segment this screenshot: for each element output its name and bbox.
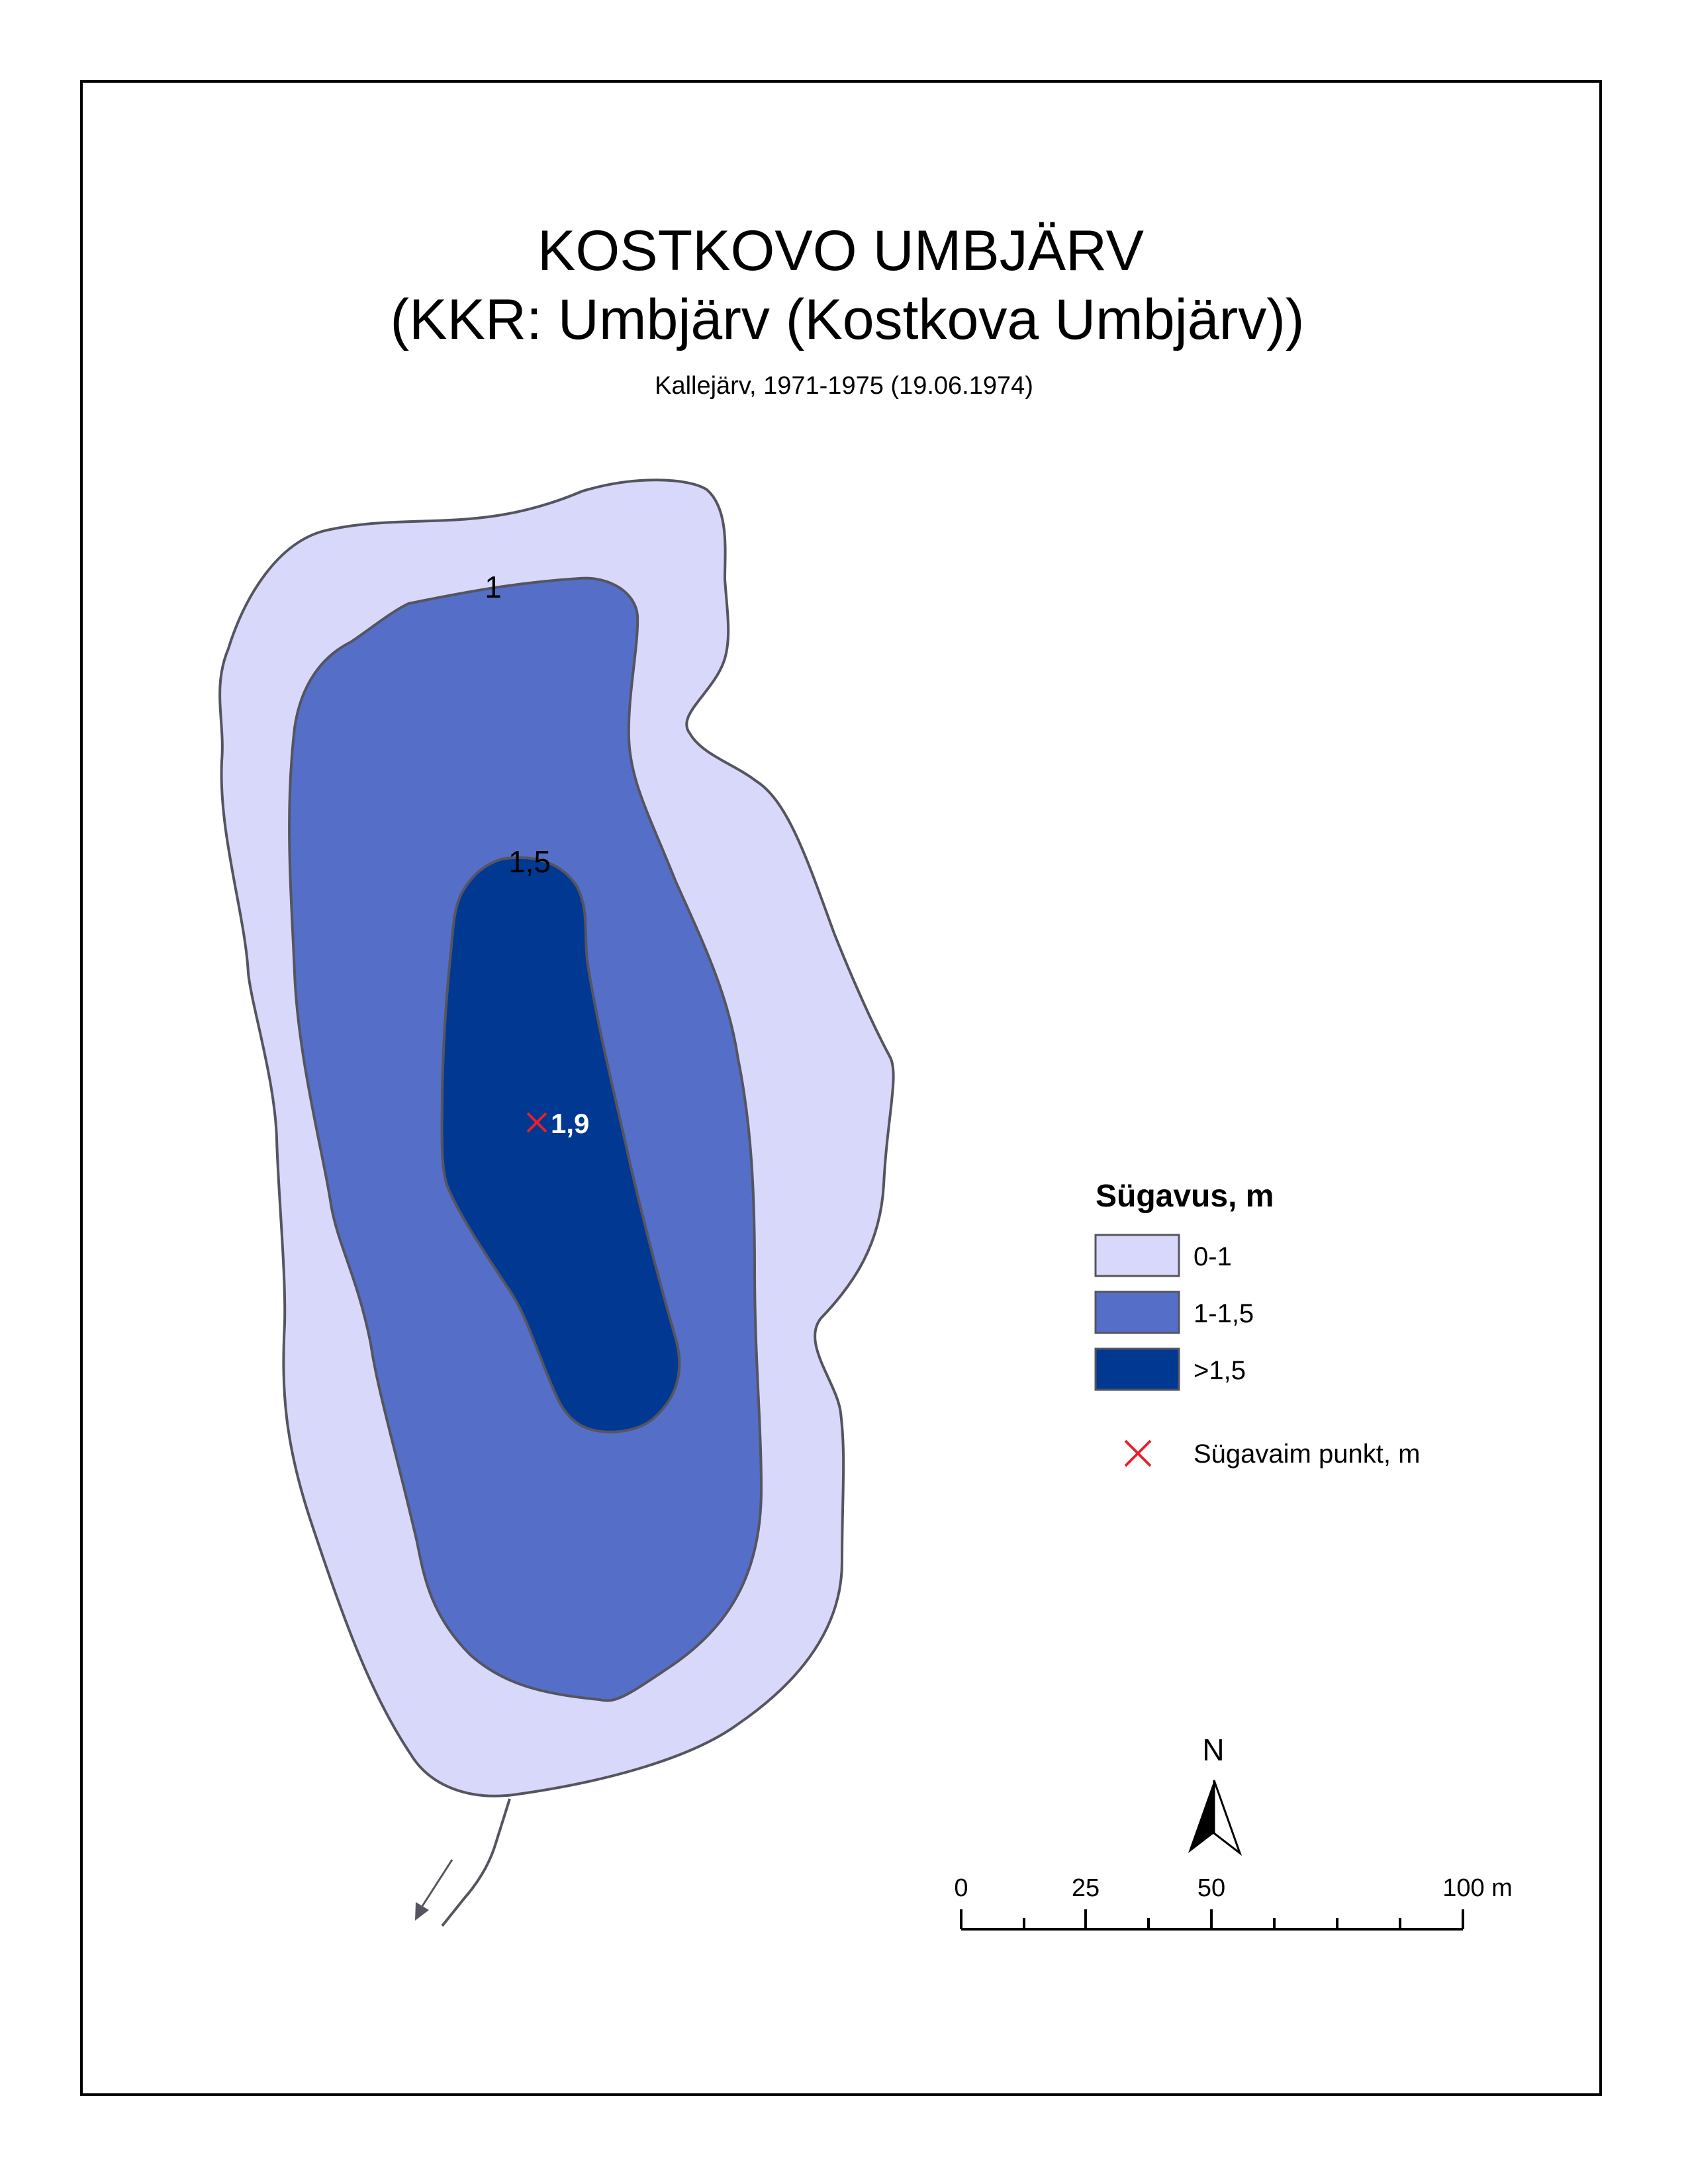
legend-label-1-1-5: 1-1,5 — [1194, 1299, 1254, 1328]
scale-label-25: 25 — [1072, 1874, 1100, 1902]
scale-label-0: 0 — [954, 1874, 968, 1902]
north-arrow: N — [1188, 1733, 1243, 1856]
legend-swatch-1-1-5 — [1094, 1291, 1180, 1334]
legend-swatch-0-1 — [1094, 1234, 1180, 1277]
flow-direction-arrow — [421, 1859, 453, 1907]
map-title: KOSTKOVO UMBJÄRV — [538, 219, 1144, 283]
legend-deepest-marker — [1124, 1439, 1152, 1467]
flow-arrowhead — [415, 1902, 429, 1921]
scale-label-100: 100 m — [1442, 1874, 1513, 1902]
deepest-point-value: 1,9 — [551, 1108, 589, 1139]
legend-swatch-gt-1-5 — [1094, 1347, 1180, 1391]
legend-label-gt-1-5: >1,5 — [1194, 1356, 1246, 1385]
deepest-point-marker — [526, 1112, 547, 1133]
depth-zone-gt-1-5 — [440, 856, 681, 1433]
contour-label-1-5: 1,5 — [508, 844, 551, 879]
map-subtitle: (KKR: Umbjärv (Kostkova Umbjärv)) — [391, 288, 1305, 351]
scale-bar: 0 25 50 100 m — [954, 1874, 1513, 1931]
legend-deepest-label: Sügavaim punkt, m — [1194, 1439, 1420, 1469]
north-label: N — [1202, 1733, 1224, 1767]
legend-title: Sügavus, m — [1096, 1179, 1274, 1214]
scale-label-50: 50 — [1197, 1874, 1225, 1902]
legend: Sügavus, m 0-1 1-1,5 >1,5 Sügavaim punkt… — [1094, 1179, 1420, 1469]
legend-label-0-1: 0-1 — [1194, 1242, 1232, 1271]
contour-label-1: 1 — [485, 570, 502, 604]
map-source: Kallejärv, 1971-1975 (19.06.1974) — [655, 372, 1033, 400]
outlet-stream — [441, 1798, 511, 1927]
